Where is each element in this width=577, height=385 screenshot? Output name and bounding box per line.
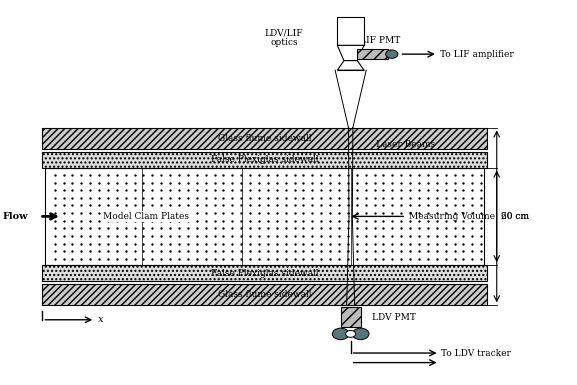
Text: False Plexiglas sidewall: False Plexiglas sidewall — [211, 269, 319, 278]
Polygon shape — [338, 60, 364, 70]
Bar — [42, 152, 487, 167]
Text: Glass flume sidewall: Glass flume sidewall — [218, 290, 312, 299]
Circle shape — [353, 328, 369, 340]
Text: To LIF amplifier: To LIF amplifier — [440, 50, 514, 59]
Text: Flow: Flow — [3, 212, 28, 221]
Text: LIF PMT: LIF PMT — [360, 36, 400, 45]
Text: Glass flume sidewall: Glass flume sidewall — [218, 134, 312, 142]
Bar — [357, 49, 388, 60]
Text: 60 cm: 60 cm — [501, 212, 529, 221]
Text: False Plexiglas sidewall: False Plexiglas sidewall — [211, 155, 319, 164]
Text: x: x — [98, 315, 103, 324]
Text: Model Clam Plates: Model Clam Plates — [103, 212, 189, 221]
Bar — [340, 307, 361, 327]
Polygon shape — [338, 45, 364, 60]
Bar — [338, 17, 364, 45]
Text: 20 cm: 20 cm — [501, 212, 529, 221]
Bar — [42, 127, 487, 149]
Bar — [42, 284, 487, 305]
Text: Laser Beams: Laser Beams — [376, 139, 435, 149]
Text: Measuring Volume: Measuring Volume — [409, 212, 495, 221]
Text: To LDV tracker: To LDV tracker — [441, 348, 511, 358]
Text: LDV/LIF
optics: LDV/LIF optics — [265, 28, 304, 47]
Circle shape — [385, 50, 398, 59]
Circle shape — [346, 330, 355, 337]
Bar — [42, 265, 487, 281]
Bar — [45, 167, 484, 265]
Text: LDV PMT: LDV PMT — [372, 313, 415, 321]
Circle shape — [332, 328, 349, 340]
